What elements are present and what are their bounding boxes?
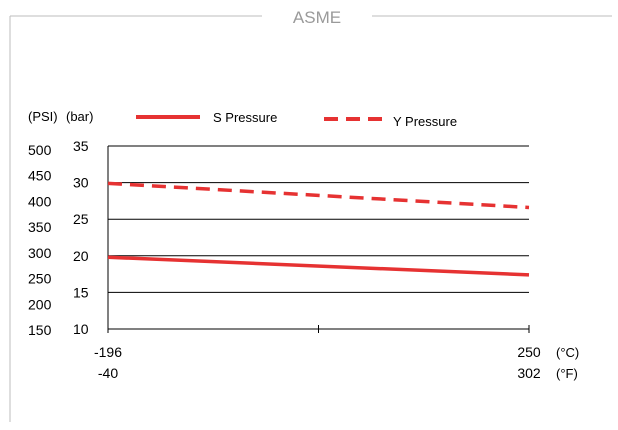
chart-frame (9, 15, 612, 422)
y-tick-label-psi: 150 (28, 322, 52, 338)
y-tick-label-bar: 15 (73, 284, 89, 300)
chart-title: ASME (293, 8, 341, 27)
series-lines (107, 181, 530, 277)
y-tick-label-psi: 300 (28, 245, 52, 261)
x-tick-label-f: -40 (98, 365, 118, 381)
y-tick-label-psi: 200 (28, 296, 52, 312)
y-tick-label-psi: 250 (28, 271, 52, 287)
legend: S Pressure Y Pressure (136, 110, 457, 129)
x-unit-c: (°C) (556, 345, 579, 360)
y-tick-label-psi: 350 (28, 219, 52, 235)
y-tick-label-psi: 500 (28, 142, 52, 158)
x-tick-label-f: 302 (517, 365, 541, 381)
series-line-y-pressure (107, 181, 530, 210)
gridlines (108, 145, 529, 293)
series-line-s-pressure (107, 255, 530, 277)
y-tick-label-bar: 10 (73, 321, 89, 337)
y-tick-label-bar: 30 (73, 175, 89, 191)
y-tick-label-bar: 20 (73, 248, 89, 264)
y-unit-bar: (bar) (66, 109, 93, 124)
axes (107, 146, 530, 333)
tick-labels: 35 30 25 20 15 10 500 450 400 350 300 250 200 150 -196… (28, 138, 541, 381)
y-tick-label-psi: 450 (28, 168, 52, 184)
legend-label-s-pressure: S Pressure (213, 110, 277, 125)
y-tick-label-psi: 400 (28, 193, 52, 209)
y-unit-psi: (PSI) (28, 109, 58, 124)
x-tick-label-c: 250 (517, 344, 541, 360)
x-unit-f: (°F) (556, 366, 578, 381)
y-tick-label-bar: 35 (73, 138, 89, 154)
legend-label-y-pressure: Y Pressure (393, 114, 457, 129)
x-tick-label-c: -196 (94, 344, 122, 360)
y-tick-label-bar: 25 (73, 211, 89, 227)
